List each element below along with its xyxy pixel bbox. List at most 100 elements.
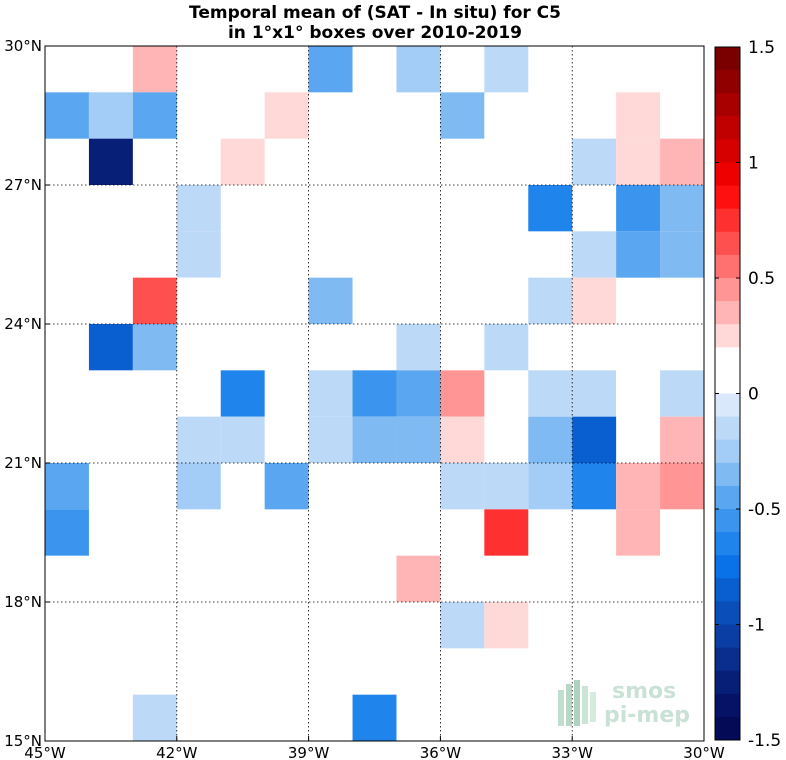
heatmap-cell [88, 555, 133, 602]
heatmap-cell [352, 370, 397, 417]
heatmap-cell [528, 463, 573, 510]
colorbar-swatch [715, 439, 740, 464]
colorbar-swatch [715, 231, 740, 256]
heatmap-cell [264, 463, 309, 510]
heatmap-cell [176, 231, 221, 278]
colorbar-swatch [715, 601, 740, 625]
chart-title-line1: Temporal mean of (SAT - In situ) for C5 [189, 3, 561, 23]
heatmap-cell [616, 463, 661, 510]
heatmap-cell [572, 463, 617, 510]
heatmap-cell [220, 370, 265, 417]
heatmap-cell [616, 231, 661, 278]
heatmap-cell [484, 602, 529, 649]
heatmap-cell [352, 694, 397, 741]
colorbar-swatch [715, 208, 740, 233]
heatmap-cell [528, 370, 573, 417]
colorbar-swatch [715, 370, 740, 394]
colorbar-swatch [715, 254, 740, 279]
heatmap-cell [45, 509, 89, 556]
x-tick-label: 45°W [24, 744, 66, 760]
heatmap-cell [176, 277, 221, 324]
heatmap-cell [396, 46, 441, 93]
heatmap-cell [660, 370, 704, 417]
heatmap-cell [440, 370, 485, 417]
heatmap-cell [528, 185, 573, 232]
heatmap-cell [572, 277, 617, 324]
heatmap-cell [440, 602, 485, 649]
heatmap-cell [132, 324, 177, 371]
heatmap-cell [660, 138, 704, 185]
colorbar-swatch [715, 532, 740, 556]
heatmap-cell [264, 324, 309, 371]
heatmap-cell [308, 277, 353, 324]
watermark-logo: smos pi-mep [558, 679, 690, 728]
x-axis-ticks: 45°W 42°W 39°W 36°W 33°W 30°W [24, 736, 725, 760]
y-tick-label: 21°N [4, 454, 42, 472]
y-tick-label: 18°N [4, 593, 42, 611]
heatmap-cell [484, 46, 529, 93]
heatmap-cell [660, 416, 704, 463]
heatmap-cell [528, 277, 573, 324]
colorbar-swatch [715, 670, 740, 695]
plot-frame [44, 45, 705, 742]
heatmap-cell [572, 231, 617, 278]
logo-bars-icon [558, 680, 596, 726]
colorbar-swatch [715, 47, 740, 71]
grid-lines [45, 46, 704, 741]
colorbar-tick-label: -1.5 [748, 731, 781, 751]
heatmap-cell [616, 185, 661, 232]
heatmap-cell [396, 324, 441, 371]
heatmap-cell [308, 416, 353, 463]
colorbar-swatch [715, 578, 740, 602]
heatmap-cell [352, 416, 397, 463]
heatmap-cell [440, 92, 485, 139]
colorbar-swatch [715, 324, 740, 348]
colorbar-swatch [715, 162, 740, 187]
heatmap-cell [220, 138, 265, 185]
heatmap-cell [45, 463, 89, 510]
heatmap-cell [88, 92, 133, 139]
x-tick-label: 33°W [551, 744, 593, 760]
heatmap-cell [440, 463, 485, 510]
colorbar-tick-label: 0 [748, 385, 759, 405]
colorbar-tick-label: -1 [748, 616, 765, 636]
watermark-line1: smos [612, 679, 676, 704]
colorbar-tick-label: 0.5 [748, 269, 775, 289]
heatmap-cell [88, 324, 133, 371]
colorbar-tick-label: 1.5 [748, 38, 775, 58]
colorbar-swatch [715, 647, 740, 672]
colorbar-swatch [715, 185, 740, 210]
heatmap-cell [660, 463, 704, 510]
colorbar-ticks: 1.5 1 0.5 0 -0.5 -1 -1.5 [715, 38, 781, 751]
y-tick-label: 15°N [4, 732, 42, 750]
x-tick-label: 39°W [288, 744, 330, 760]
colorbar-swatch [715, 509, 740, 533]
heatmap-cell [440, 185, 485, 232]
heatmap-cell [132, 92, 177, 139]
colorbar-swatch [715, 416, 740, 441]
colorbar-swatch [715, 301, 740, 325]
heatmap-cell [308, 46, 353, 93]
heatmap-cell [132, 694, 177, 741]
heatmap-cell [396, 416, 441, 463]
heatmap-cell [132, 46, 177, 93]
heatmap-cell [616, 138, 661, 185]
heatmap-cell [484, 324, 529, 371]
colorbar-swatch [715, 347, 740, 371]
heatmap-cell [220, 416, 265, 463]
y-tick-label: 30°N [4, 37, 42, 55]
heatmap-cell [528, 416, 573, 463]
heatmap-cell [572, 416, 617, 463]
heatmap-cell [572, 138, 617, 185]
heatmap-cell [396, 370, 441, 417]
colorbar-swatch [715, 139, 740, 163]
heatmap-cell [616, 370, 661, 417]
watermark-line2: pi-mep [604, 703, 690, 728]
y-axis-ticks: 30°N 27°N 24°N 21°N 18°N 15°N [4, 37, 50, 750]
heatmap-cell [440, 416, 485, 463]
colorbar-swatch [715, 624, 740, 649]
heatmap-cell [220, 555, 265, 602]
y-tick-label: 27°N [4, 176, 42, 194]
heatmap-cell [572, 370, 617, 417]
x-tick-label: 30°W [683, 744, 725, 760]
